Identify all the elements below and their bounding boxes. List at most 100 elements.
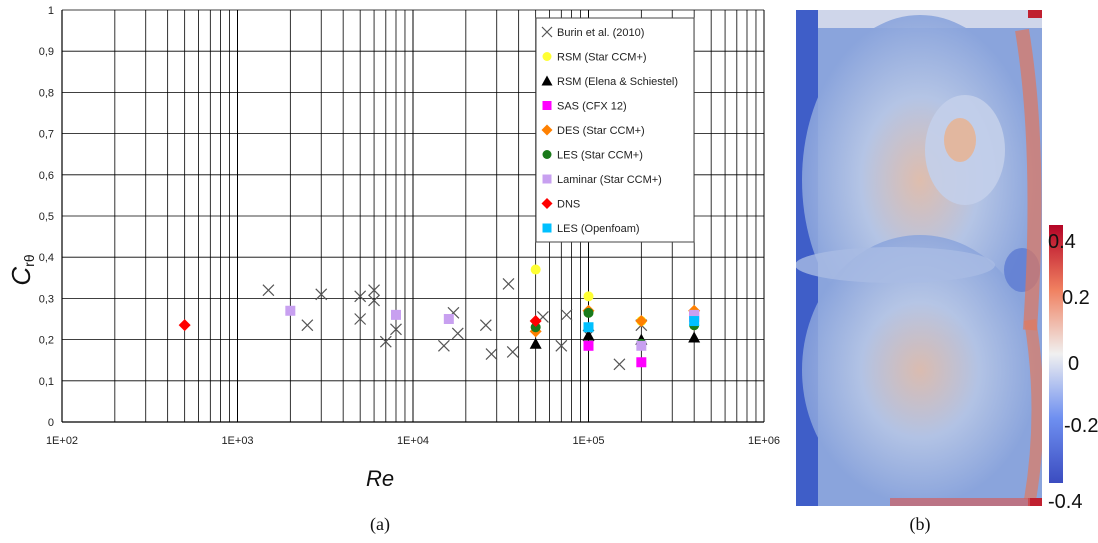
legend-marker <box>541 198 553 209</box>
data-point <box>688 331 701 343</box>
data-point <box>583 340 594 351</box>
legend-item: Burin et al. (2010) <box>541 26 644 39</box>
data-point <box>451 327 464 340</box>
data-point <box>689 309 700 320</box>
data-point <box>285 305 296 316</box>
data-point <box>555 339 568 352</box>
x-tick-label: 1E+06 <box>748 435 780 447</box>
y-tick-label: 0,4 <box>39 252 54 264</box>
legend-item: DNS <box>541 198 580 211</box>
y-tick-label: 0,7 <box>39 129 54 141</box>
y-axis-label: Crθ <box>6 254 37 285</box>
data-point <box>368 294 380 307</box>
colorbar-label-2: 0 <box>1068 353 1079 375</box>
data-point <box>583 322 594 333</box>
x-axis-label: Re <box>366 466 394 491</box>
data-point <box>502 278 515 290</box>
legend-label: RSM (Elena & Schiestel) <box>557 76 678 88</box>
legend-label: Laminar (Star CCM+) <box>557 174 662 186</box>
legend-label: Burin et al. (2010) <box>557 27 644 39</box>
caption-b: (b) <box>910 514 931 535</box>
data-point <box>354 290 367 303</box>
legend-label: LES (Star CCM+) <box>557 150 643 162</box>
series-6 <box>285 305 700 351</box>
data-point <box>636 340 647 351</box>
y-tick-label: 0,9 <box>39 46 54 58</box>
legend-marker <box>541 26 553 38</box>
data-point <box>178 319 191 332</box>
legend-box <box>535 17 695 243</box>
svg-text:Crθ: Crθ <box>6 254 37 285</box>
data-point <box>689 316 700 327</box>
series-0 <box>262 278 648 371</box>
legend-marker <box>542 52 552 61</box>
legend-label: SAS (CFX 12) <box>557 101 627 113</box>
data-point <box>560 308 573 321</box>
x-tick-label: 1E+03 <box>221 435 253 447</box>
legend-label: DES (Star CCM+) <box>557 125 645 137</box>
axes <box>61 10 764 423</box>
data-point <box>379 335 392 348</box>
legend-item: SAS (CFX 12) <box>542 101 627 113</box>
legend-item: RSM (Elena & Schiestel) <box>541 75 678 88</box>
caption-a: (a) <box>370 514 390 535</box>
data-point <box>529 337 542 349</box>
data-point <box>613 358 626 371</box>
colorbar-label-4: -0.4 <box>1048 491 1082 513</box>
data-point <box>354 313 367 325</box>
legend-marker <box>542 101 552 110</box>
data-point <box>315 288 328 301</box>
series-8 <box>583 316 700 333</box>
colorbar-label-1: 0.2 <box>1062 287 1090 309</box>
legend-label: LES (Openfoam) <box>557 223 640 235</box>
data-point <box>530 264 541 275</box>
legend-marker <box>542 174 552 184</box>
flow-field-image <box>796 10 1042 506</box>
data-point <box>368 284 380 297</box>
data-point <box>529 315 542 328</box>
x-tick-labels: 1E+02 1E+03 1E+04 1E+05 1E+06 <box>46 435 780 447</box>
plot-a: 0 0,1 0,2 0,3 0,4 0,5 0,6 0,7 0,8 0,9 1 1E+02 1E+03… <box>6 5 780 535</box>
legend-marker <box>541 75 553 86</box>
legend-item: LES (Star CCM+) <box>542 150 643 162</box>
legend-label: DNS <box>557 199 580 211</box>
data-point <box>262 284 275 297</box>
x-tick-label: 1E+04 <box>397 435 429 447</box>
y-tick-label: 0,6 <box>39 170 54 182</box>
plot-b: 0.4 0.2 0 -0.2 -0.4 (b) <box>796 10 1098 535</box>
data-point <box>583 291 594 302</box>
data-point <box>485 348 498 360</box>
legend-item: RSM (Star CCM+) <box>542 52 647 64</box>
data-marks <box>178 264 701 371</box>
colorbar-label-0: 0.4 <box>1048 231 1076 253</box>
legend-marker <box>541 124 553 136</box>
y-tick-label: 0,3 <box>39 293 54 305</box>
y-tick-label: 0,5 <box>39 211 54 223</box>
data-point <box>443 314 454 324</box>
data-point <box>636 357 647 368</box>
x-tick-label: 1E+02 <box>46 435 78 447</box>
data-point <box>390 309 401 320</box>
data-point <box>390 323 402 336</box>
legend-item: LES (Openfoam) <box>542 223 640 235</box>
y-tick-label: 0,8 <box>39 87 54 99</box>
legend: Burin et al. (2010) RSM (Star CCM+) RSM (E… <box>535 17 695 243</box>
data-point <box>437 339 450 352</box>
y-axis-label-sub: rθ <box>21 254 37 267</box>
x-tick-label: 1E+05 <box>572 435 604 447</box>
legend-marker <box>542 223 552 233</box>
colorbar-labels: 0.4 0.2 0 -0.2 -0.4 <box>1048 231 1098 513</box>
series-7 <box>178 315 542 332</box>
data-point <box>530 322 541 333</box>
legend-label: RSM (Star CCM+) <box>557 52 647 64</box>
data-point <box>583 307 594 318</box>
legend-item: Laminar (Star CCM+) <box>542 174 662 186</box>
legend-item: DES (Star CCM+) <box>541 124 645 137</box>
y-tick-label: 1 <box>48 5 54 17</box>
data-point <box>506 346 519 358</box>
y-tick-labels: 0 0,1 0,2 0,3 0,4 0,5 0,6 0,7 0,8 0,9 1 <box>39 5 54 429</box>
y-axis-label-main: C <box>6 267 36 286</box>
data-point <box>635 315 648 328</box>
colorbar-label-3: -0.2 <box>1064 415 1098 437</box>
